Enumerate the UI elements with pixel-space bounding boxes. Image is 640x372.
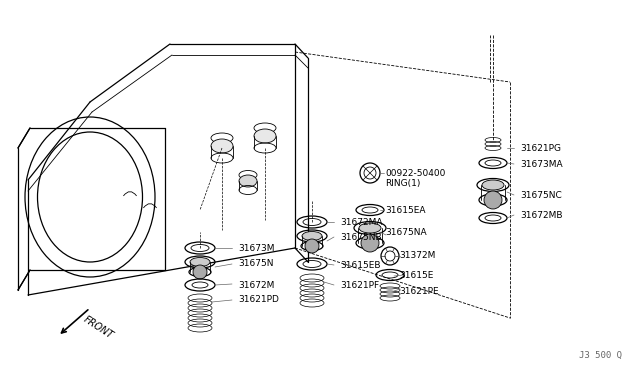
Ellipse shape [239, 175, 257, 187]
Text: 00922-50400: 00922-50400 [385, 169, 445, 177]
Text: 31621PF: 31621PF [340, 280, 379, 289]
Text: 31675N: 31675N [238, 260, 273, 269]
Text: 31672MB: 31672MB [520, 211, 563, 219]
Ellipse shape [211, 139, 233, 153]
Ellipse shape [302, 231, 322, 241]
Text: 31672M: 31672M [238, 280, 275, 289]
Text: 31621PE: 31621PE [399, 286, 438, 295]
Text: 31615E: 31615E [399, 272, 433, 280]
Text: 31672MA: 31672MA [340, 218, 383, 227]
Ellipse shape [359, 223, 381, 233]
Circle shape [193, 265, 207, 279]
Text: 31673M: 31673M [238, 244, 275, 253]
Ellipse shape [254, 129, 276, 143]
Text: 31621PG: 31621PG [520, 144, 561, 153]
Text: J3 500 Q: J3 500 Q [579, 351, 622, 360]
Ellipse shape [190, 257, 210, 266]
Text: 31615EA: 31615EA [385, 205, 426, 215]
Text: 31675NA: 31675NA [385, 228, 427, 237]
Ellipse shape [482, 180, 504, 190]
Text: 31673MA: 31673MA [520, 160, 563, 169]
Circle shape [484, 191, 502, 209]
Circle shape [361, 234, 379, 252]
Text: 31621PD: 31621PD [238, 295, 279, 305]
Text: 31675NB: 31675NB [340, 232, 381, 241]
Circle shape [305, 239, 319, 253]
Text: 31675NC: 31675NC [520, 190, 562, 199]
Text: 31372M: 31372M [399, 251, 435, 260]
Text: 31615EB: 31615EB [340, 260, 381, 269]
Text: RING(1): RING(1) [385, 179, 420, 187]
Text: FRONT: FRONT [82, 314, 115, 340]
